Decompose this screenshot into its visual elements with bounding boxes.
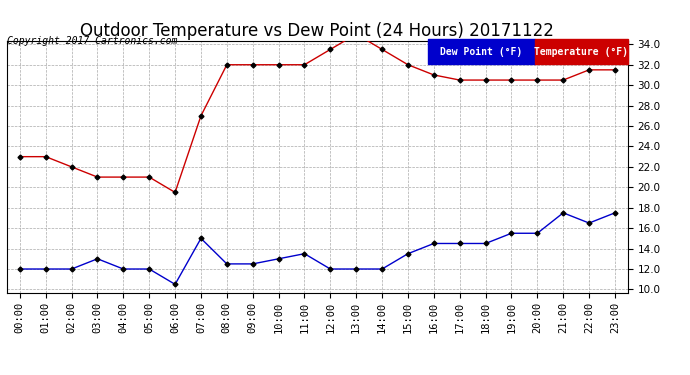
Text: Temperature (°F): Temperature (°F) bbox=[534, 46, 629, 57]
Text: Copyright 2017 Cartronics.com: Copyright 2017 Cartronics.com bbox=[7, 36, 177, 46]
Text: Dew Point (°F): Dew Point (°F) bbox=[440, 46, 522, 57]
Title: Outdoor Temperature vs Dew Point (24 Hours) 20171122: Outdoor Temperature vs Dew Point (24 Hou… bbox=[81, 22, 554, 40]
